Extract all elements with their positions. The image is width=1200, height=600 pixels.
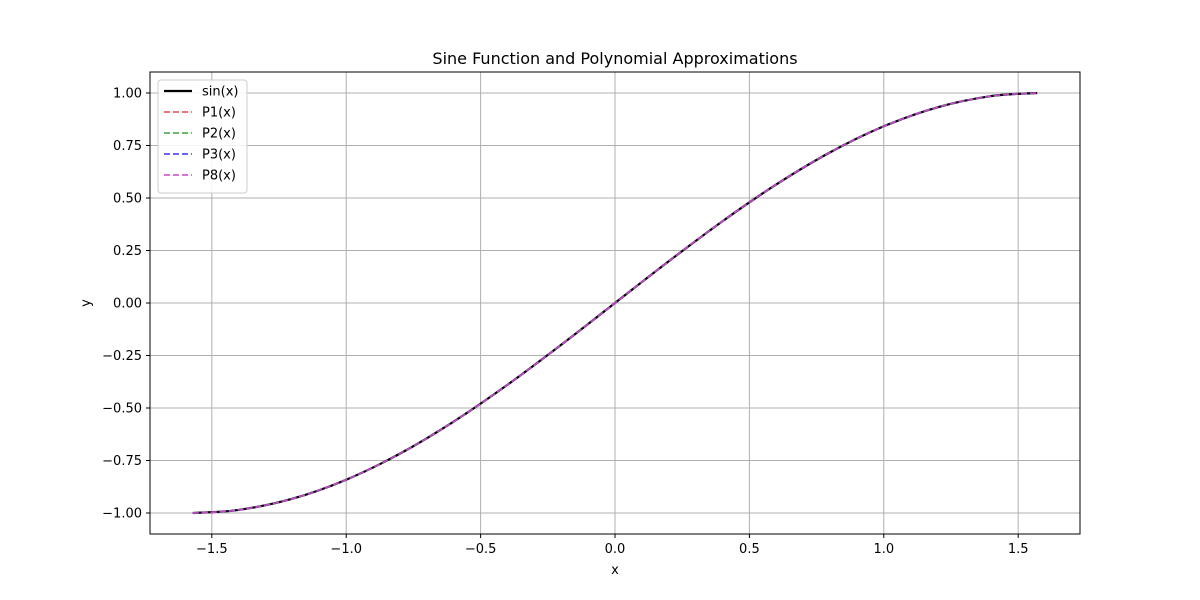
x-tick-label: 1.5 (1008, 542, 1029, 557)
legend: sin(x) P1(x) P2(x) P3(x) P8(x) (157, 79, 248, 194)
y-axis-label: y (79, 299, 94, 307)
y-tick-label: −0.50 (102, 402, 142, 417)
x-tick-label: 0.0 (605, 542, 626, 557)
series-lines (192, 91, 1038, 515)
x-tick-label: −0.5 (465, 542, 497, 557)
y-tick-label: −0.75 (102, 454, 142, 469)
x-tick-label: 1.0 (873, 542, 894, 557)
y-tick-label: −1.00 (102, 507, 142, 522)
y-tick-label: 0.50 (113, 192, 142, 207)
y-tick-label: 0.00 (113, 297, 142, 312)
grid (150, 72, 1080, 534)
x-tick-label: −1.0 (330, 542, 362, 557)
legend-label: sin(x) (202, 85, 238, 100)
y-tick-label: 0.25 (113, 244, 142, 259)
legend-label: P2(x) (202, 127, 236, 142)
legend-label: P3(x) (202, 148, 236, 163)
y-tick-label: 0.75 (113, 139, 142, 154)
legend-label: P8(x) (202, 169, 236, 184)
axis-ticks: −1.5 −1.0 −0.5 0.0 0.5 1.0 1.5 −1.00 −0.75 −0.50 −… (102, 87, 1028, 558)
x-tick-label: −1.5 (196, 542, 228, 557)
chart-title: Sine Function and Polynomial Approximati… (432, 49, 797, 68)
legend-box (157, 79, 248, 194)
y-tick-label: −0.25 (102, 349, 142, 364)
x-axis-label: x (611, 563, 619, 578)
series-line-p8x (192, 92, 1038, 514)
x-tick-label: 0.5 (739, 542, 760, 557)
y-tick-label: 1.00 (113, 87, 142, 102)
legend-label: P1(x) (202, 106, 236, 121)
